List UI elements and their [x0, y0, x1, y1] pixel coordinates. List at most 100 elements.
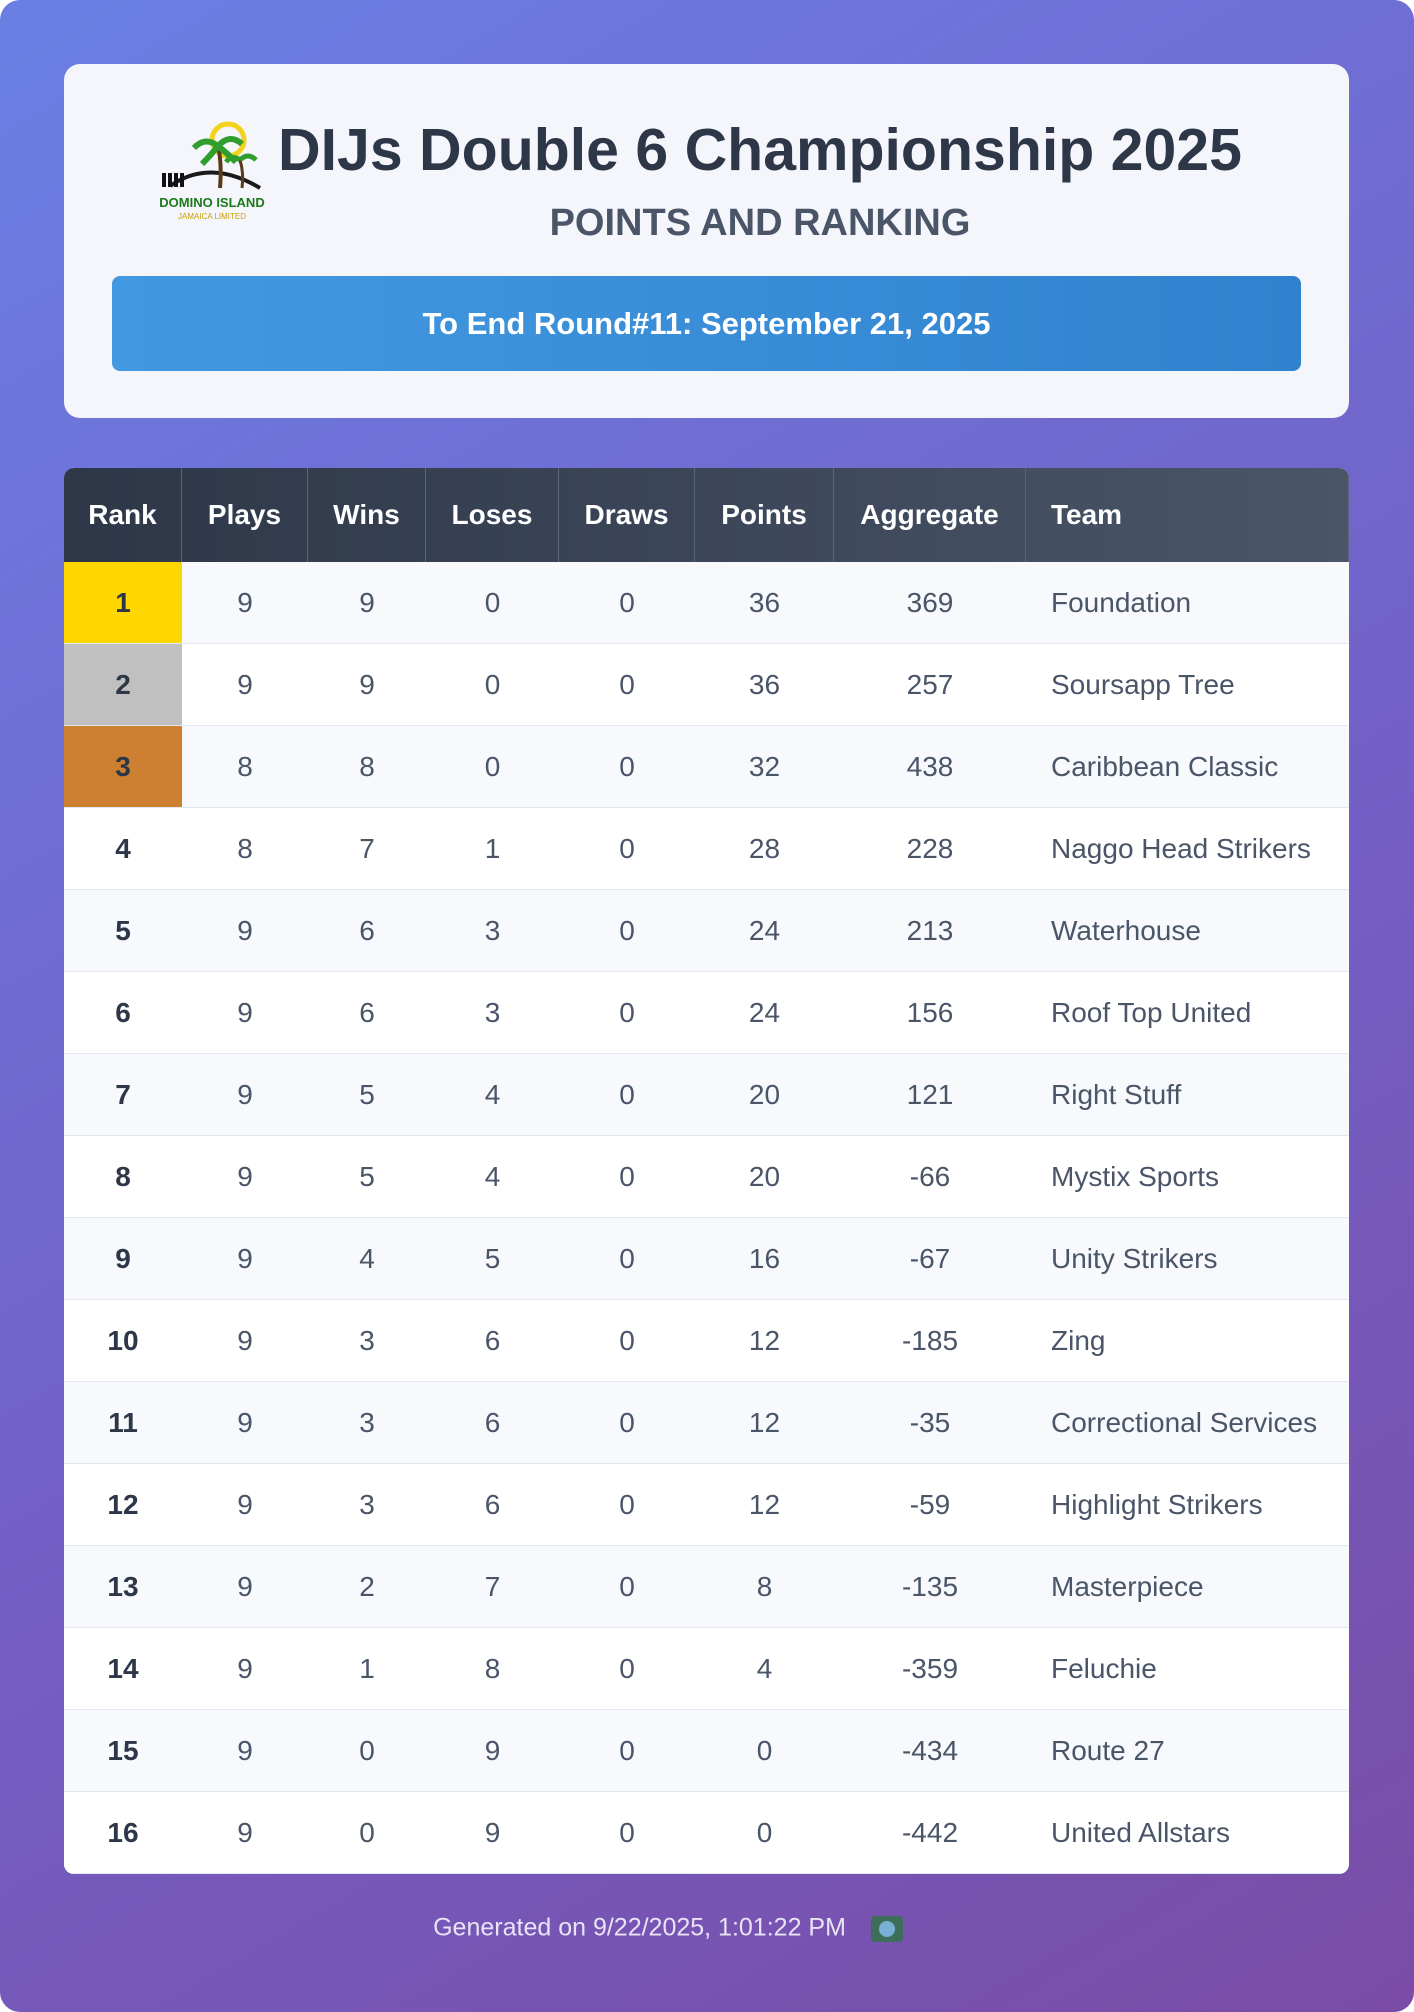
stat-cell: -135: [901, 1570, 959, 1602]
stat-cell: 1: [359, 1652, 375, 1684]
stat-cell: -185: [901, 1324, 959, 1356]
rank-cell: 5: [115, 914, 131, 946]
table-row: 1 9 9 0 0 36 369 Foundation: [64, 562, 1349, 644]
team-cell: Highlight Strikers: [1051, 1488, 1263, 1520]
table-row: 3 8 8 0 0 32 438 Caribbean Classic: [64, 726, 1349, 808]
stat-cell: -35: [909, 1406, 951, 1438]
banner: To End Round#11: September 21, 2025: [112, 276, 1301, 371]
stat-cell: 438: [906, 750, 954, 782]
stat-cell: 5: [359, 1160, 375, 1192]
stat-cell: 6: [359, 996, 375, 1028]
stat-cell: 5: [484, 1242, 501, 1274]
team-cell: Unity Strikers: [1051, 1242, 1218, 1274]
stat-cell: 4: [756, 1652, 773, 1684]
stat-cell: 0: [619, 1406, 635, 1438]
stat-cell: 28: [748, 832, 781, 864]
rank-cell: 4: [115, 832, 131, 864]
stat-cell: 0: [619, 996, 635, 1028]
stat-cell: 20: [748, 1078, 781, 1110]
column-header: Team: [1026, 468, 1349, 562]
stat-cell: 9: [237, 1242, 253, 1274]
stat-cell: 9: [237, 996, 253, 1028]
stat-cell: 9: [237, 1816, 253, 1848]
stat-cell: 3: [359, 1324, 375, 1356]
rank-cell: 16: [107, 1816, 139, 1848]
stat-cell: 7: [359, 832, 375, 864]
stat-cell: 9: [237, 1324, 253, 1356]
stat-cell: 9: [237, 1160, 253, 1192]
stat-cell: 16: [748, 1242, 781, 1274]
stat-cell: -442: [901, 1816, 959, 1848]
column-header: Rank: [64, 468, 182, 562]
stat-cell: 5: [359, 1078, 375, 1110]
rank-cell: 11: [108, 1406, 138, 1438]
stat-cell: -59: [909, 1488, 951, 1520]
stat-cell: 0: [359, 1816, 375, 1848]
stat-cell: 9: [484, 1734, 501, 1766]
stat-cell: 6: [484, 1406, 501, 1438]
stat-cell: 0: [619, 1488, 635, 1520]
stat-cell: 9: [359, 586, 375, 618]
stat-cell: 0: [619, 1816, 635, 1848]
stat-cell: 8: [756, 1570, 773, 1602]
stat-cell: 0: [619, 668, 635, 700]
table-row: 13 9 2 7 0 8 -135 Masterpiece: [64, 1546, 1349, 1628]
stat-cell: 0: [619, 1734, 635, 1766]
team-cell: United Allstars: [1051, 1816, 1230, 1848]
rank-cell: 10: [107, 1324, 139, 1356]
table-row: 15 9 0 9 0 0 -434 Route 27: [64, 1710, 1349, 1792]
rank-cell: 14: [107, 1652, 139, 1684]
stat-cell: 4: [484, 1160, 501, 1192]
column-header: Aggregate: [834, 468, 1026, 562]
stat-cell: 9: [237, 1078, 253, 1110]
logo: DOMINO ISLAND JAMAICA LIMITED: [159, 121, 265, 221]
stat-cell: 12: [748, 1406, 781, 1438]
stat-cell: 1: [484, 832, 501, 864]
column-header: Loses: [426, 468, 559, 562]
stat-cell: 36: [748, 586, 781, 618]
title: DIJs Double 6 Championship 2025: [278, 117, 1242, 183]
stat-cell: 6: [359, 914, 375, 946]
footer-text: Generated on 9/22/2025, 1:01:22 PM: [433, 1913, 846, 1942]
stat-cell: 9: [237, 586, 253, 618]
stat-cell: 0: [619, 1078, 635, 1110]
stat-cell: 6: [484, 1324, 501, 1356]
table-row: 9 9 4 5 0 16 -67 Unity Strikers: [64, 1218, 1349, 1300]
stat-cell: 9: [237, 1406, 253, 1438]
rank-cell: 13: [107, 1570, 139, 1602]
stat-cell: 228: [906, 832, 954, 864]
stat-cell: 0: [619, 1652, 635, 1684]
standings-table: Rank Plays Wins Loses Draws Points Aggregate Te…: [64, 468, 1349, 1874]
stat-cell: 0: [484, 750, 501, 782]
stat-cell: 369: [906, 586, 954, 618]
team-cell: Masterpiece: [1051, 1570, 1204, 1602]
stat-cell: 0: [619, 832, 635, 864]
column-header: Draws: [559, 468, 695, 562]
stat-cell: 0: [756, 1816, 773, 1848]
stat-cell: 0: [484, 668, 501, 700]
stat-cell: 7: [484, 1570, 501, 1602]
subtitle: POINTS AND RANKING: [549, 202, 971, 244]
stat-cell: 0: [619, 1242, 635, 1274]
table-row: 12 9 3 6 0 12 -59 Highlight Strikers: [64, 1464, 1349, 1546]
team-cell: Mystix Sports: [1051, 1160, 1220, 1192]
rank-cell: 3: [64, 726, 182, 807]
stat-cell: 3: [484, 996, 501, 1028]
table-row: 8 9 5 4 0 20 -66 Mystix Sports: [64, 1136, 1349, 1218]
stat-cell: 3: [359, 1406, 375, 1438]
team-cell: Naggo Head Strikers: [1051, 832, 1311, 864]
stat-cell: 3: [484, 914, 501, 946]
table-row: 4 8 7 1 0 28 228 Naggo Head Strikers: [64, 808, 1349, 890]
table-row: 10 9 3 6 0 12 -185 Zing: [64, 1300, 1349, 1382]
stat-cell: 121: [906, 1078, 954, 1110]
stat-cell: 0: [619, 1160, 635, 1192]
team-cell: Route 27: [1051, 1734, 1165, 1766]
table-row: 7 9 5 4 0 20 121 Right Stuff: [64, 1054, 1349, 1136]
stat-cell: 0: [619, 586, 635, 618]
stat-cell: 0: [619, 914, 635, 946]
stat-cell: 12: [748, 1324, 781, 1356]
rank-cell: 8: [115, 1160, 131, 1192]
team-cell: Correctional Services: [1051, 1406, 1318, 1438]
stat-cell: 9: [237, 1734, 253, 1766]
rank-cell: 7: [115, 1078, 131, 1110]
